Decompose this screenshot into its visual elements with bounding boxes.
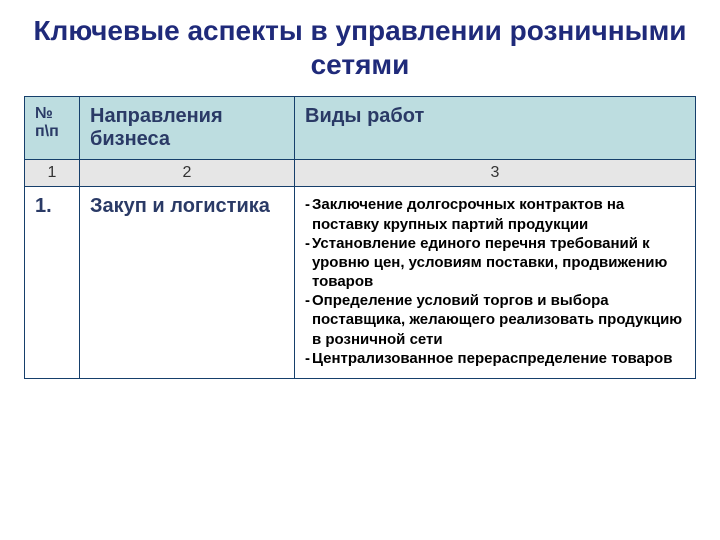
table-row: 1. Закуп и логистика - Заключение долгос… (25, 187, 696, 379)
numrow-c3: 3 (295, 160, 696, 187)
row-number: 1. (25, 187, 80, 379)
aspects-table: № п\п Направления бизнеса Виды работ 1 2… (24, 96, 696, 379)
header-direction: Направления бизнеса (80, 97, 295, 160)
works-bullet-text: Определение условий торгов и выбора пост… (312, 291, 685, 349)
dash-icon: - (305, 234, 312, 292)
row-works: - Заключение долгосрочных контрактов на … (295, 187, 696, 379)
header-number: № п\п (25, 97, 80, 160)
row-direction: Закуп и логистика (80, 187, 295, 379)
works-bullet-text: Заключение долгосрочных контрактов на по… (312, 195, 685, 233)
page-title: Ключевые аспекты в управлении розничными… (24, 14, 696, 82)
header-works: Виды работ (295, 97, 696, 160)
slide: Ключевые аспекты в управлении розничными… (0, 0, 720, 540)
numrow-c2: 2 (80, 160, 295, 187)
works-bullet: - Заключение долгосрочных контрактов на … (305, 195, 685, 233)
works-bullet: -Централизованное перераспределение това… (305, 349, 685, 368)
works-bullet-text: Установление единого перечня требований … (312, 234, 685, 292)
table-header-row: № п\п Направления бизнеса Виды работ (25, 97, 696, 160)
dash-icon: - (305, 349, 312, 368)
dash-icon: - (305, 195, 312, 233)
works-bullet: - Определение условий торгов и выбора по… (305, 291, 685, 349)
dash-icon: - (305, 291, 312, 349)
works-bullet: - Установление единого перечня требовани… (305, 234, 685, 292)
numrow-c1: 1 (25, 160, 80, 187)
works-bullet-text: Централизованное перераспределение товар… (312, 349, 685, 368)
table-number-row: 1 2 3 (25, 160, 696, 187)
